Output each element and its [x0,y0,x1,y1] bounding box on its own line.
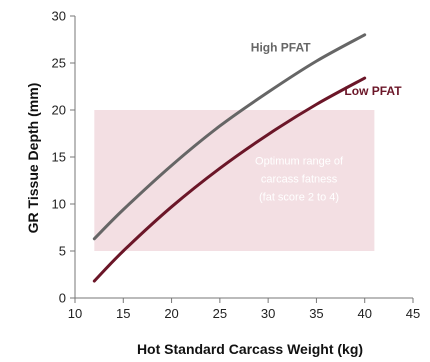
series-label-low-pfat: Low PFAT [344,84,402,98]
x-tick-label: 10 [68,306,82,321]
y-axis-title: GR Tissue Depth (mm) [25,83,41,234]
optimum-range-label: Optimum range of carcass fatness (fat scor… [255,156,344,204]
y-tick-label: 10 [52,197,66,212]
x-tick-label: 20 [164,306,178,321]
series-label-high-pfat: High PFAT [251,41,311,55]
x-axis-title: Hot Standard Carcass Weight (kg) [137,341,363,357]
y-tick-label: 15 [52,150,66,165]
x-axis-ticks: 10 15 20 25 30 35 40 45 [68,298,420,321]
region-label-line: Optimum range of [255,156,344,168]
y-tick-label: 5 [59,244,66,259]
y-axis-ticks: 0 5 10 15 20 25 30 [52,9,75,306]
x-tick-label: 45 [406,306,420,321]
x-tick-label: 30 [261,306,275,321]
series-line-high-pfat [92,33,367,241]
series-line-low-pfat [92,76,367,283]
y-tick-label: 25 [52,56,66,71]
y-tick-label: 20 [52,103,66,118]
x-tick-label: 25 [213,306,227,321]
x-tick-label: 40 [357,306,371,321]
region-label-line: carcass fatness [261,174,338,186]
region-label-line: (fat score 2 to 4) [259,192,339,204]
optimum-range-region [94,110,375,251]
y-tick-label: 30 [52,9,66,24]
y-tick-label: 0 [59,291,66,306]
series-lines: High PFAT Low PFAT [92,33,402,283]
x-tick-label: 35 [309,306,323,321]
x-tick-label: 15 [116,306,130,321]
